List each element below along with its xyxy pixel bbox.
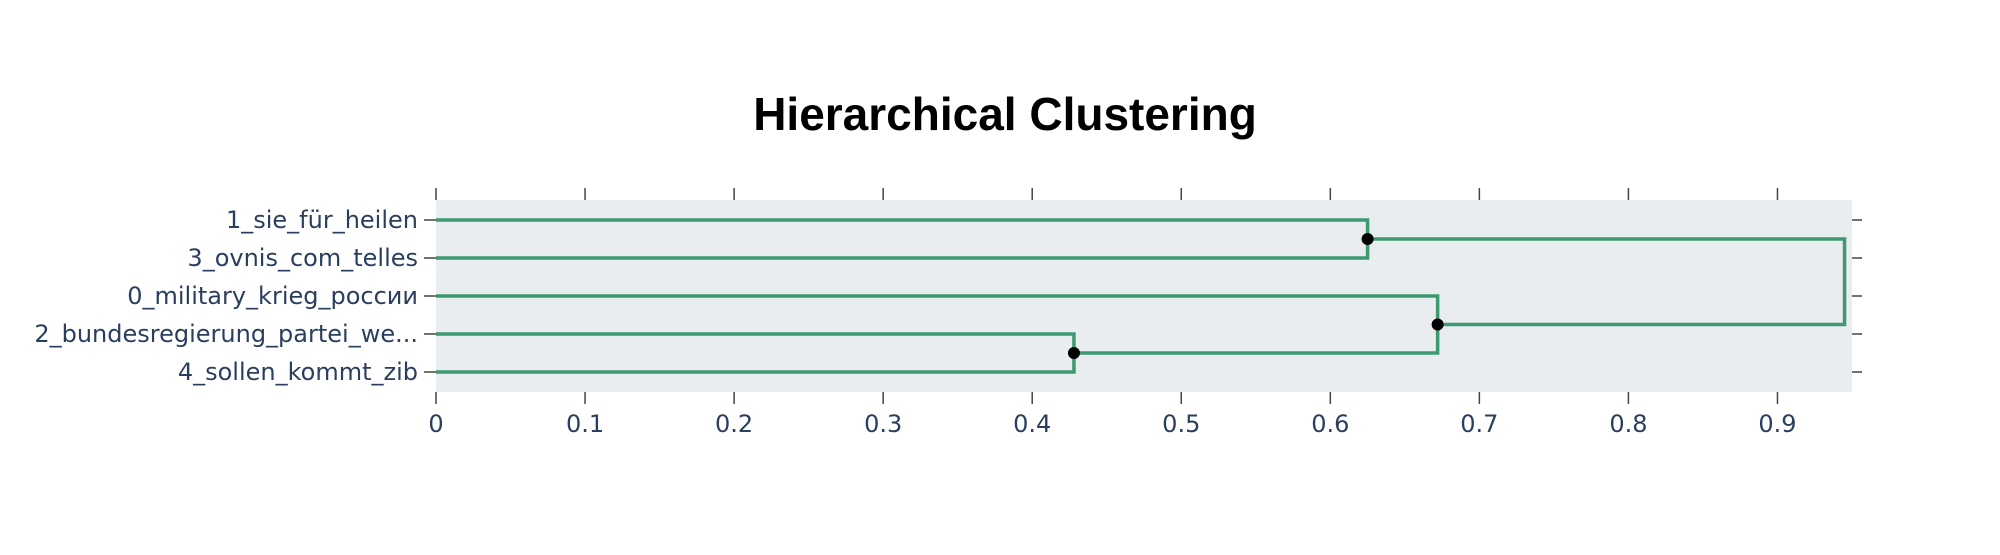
x-tick-label: 0.3 xyxy=(864,410,902,438)
x-tick-label: 0.1 xyxy=(566,410,604,438)
x-tick-label: 0.6 xyxy=(1311,410,1349,438)
chart-title: Hierarchical Clustering xyxy=(753,88,1257,140)
x-axis-ticks: 0 0.1 0.2 0.3 0.4 0.5 0.6 0.7 0.8 0.9 xyxy=(424,188,1862,438)
x-tick-label: 0.4 xyxy=(1013,410,1051,438)
x-tick-label: 0.8 xyxy=(1609,410,1647,438)
leaf-label: 2_bundesregierung_partei_we... xyxy=(34,320,418,348)
merge-node[interactable] xyxy=(1067,347,1080,359)
leaf-labels: 1_sie_für_heilen 3_ovnis_com_telles 0_mili… xyxy=(34,206,418,386)
merge-node[interactable] xyxy=(1431,318,1444,331)
x-tick-label: 0.7 xyxy=(1460,410,1498,438)
leaf-label: 4_sollen_kommt_zib xyxy=(178,358,418,386)
dendrogram-nodes xyxy=(1067,233,1444,359)
leaf-label: 3_ovnis_com_telles xyxy=(187,244,418,272)
x-tick-label: 0.5 xyxy=(1162,410,1200,438)
merge-node[interactable] xyxy=(1361,233,1374,245)
dendrogram-link xyxy=(1367,237,1847,327)
leaf-label: 0_military_krieg_россии xyxy=(127,282,418,310)
x-tick-label: 0.9 xyxy=(1758,410,1796,438)
x-tick-label: 0.2 xyxy=(715,410,753,438)
x-tick-label: 0 xyxy=(428,410,443,438)
leaf-label: 1_sie_für_heilen xyxy=(226,206,418,234)
